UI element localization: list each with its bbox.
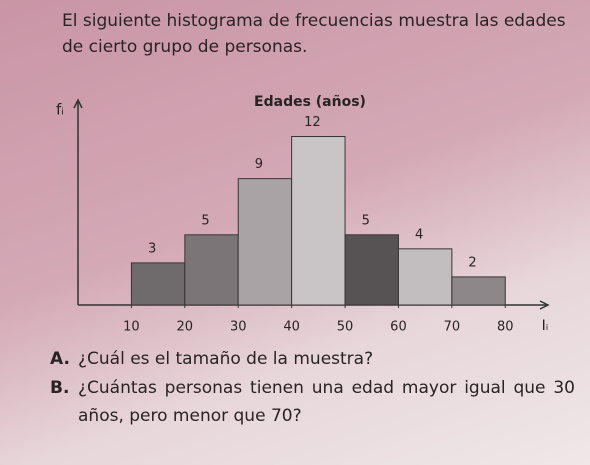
x-axis-label: Iᵢ — [542, 318, 549, 334]
bar — [237, 178, 293, 306]
y-axis-label: fᵢ — [56, 101, 64, 119]
question-text: ¿Cuántas personas tienen una edad mayor … — [78, 378, 575, 426]
x-tick-label: 80 — [497, 320, 514, 335]
data-label: 3 — [148, 241, 156, 256]
y-axis-arrow — [73, 98, 83, 109]
data-label: 12 — [304, 115, 321, 130]
question-label: B. — [50, 378, 70, 398]
bar — [291, 136, 346, 306]
bar — [184, 234, 239, 306]
x-tick-label: 30 — [230, 320, 247, 335]
x-tick-label: 60 — [390, 320, 407, 335]
question: A. ¿Cuál es el tamaño de la muestra? — [50, 345, 575, 373]
x-tick-label: 40 — [283, 320, 300, 335]
x-tick-label: 50 — [337, 320, 354, 335]
bar — [451, 276, 506, 306]
bar — [344, 234, 399, 306]
bar — [130, 262, 186, 306]
data-label: 9 — [255, 157, 263, 172]
intro-text: El siguiente histograma de frecuencias m… — [62, 11, 566, 57]
question-text: ¿Cuál es el tamaño de la muestra? — [78, 349, 374, 369]
data-label: 2 — [468, 255, 476, 270]
question-label: A. — [50, 349, 70, 369]
question: B. ¿Cuántas personas tienen una edad may… — [50, 374, 575, 430]
x-tick-label: 70 — [444, 320, 461, 335]
x-tick-label: 20 — [177, 320, 194, 335]
bar — [397, 248, 453, 306]
x-axis-arrow — [539, 300, 550, 310]
data-label: 5 — [201, 213, 209, 228]
data-label: 4 — [415, 227, 423, 242]
data-label: 5 — [362, 213, 370, 228]
x-tick-label: 10 — [123, 320, 140, 335]
chart-title: Edades (años) — [254, 94, 366, 110]
